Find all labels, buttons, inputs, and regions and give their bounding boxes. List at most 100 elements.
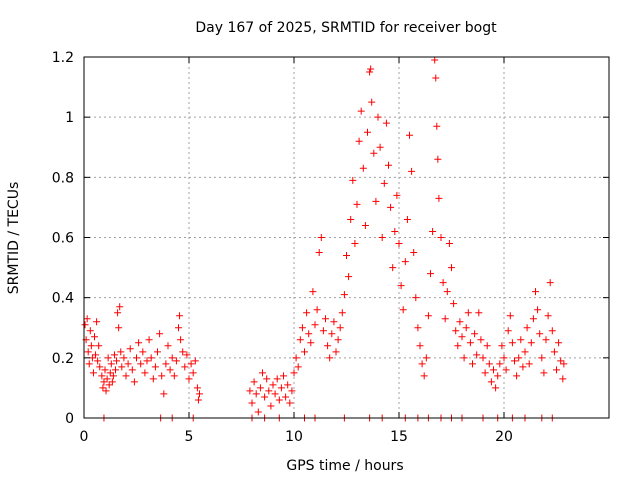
data-point: [469, 360, 476, 368]
data-point: [141, 369, 149, 377]
y-tick-label: 0.4: [52, 291, 74, 307]
data-point: [254, 408, 262, 416]
data-point: [434, 155, 442, 163]
y-tick-label: 1.2: [52, 50, 74, 66]
data-point: [189, 369, 197, 377]
data-point: [385, 161, 392, 169]
data-point: [275, 396, 283, 404]
data-point: [557, 357, 565, 365]
data-point: [560, 360, 568, 368]
data-point: [540, 369, 548, 377]
data-point: [269, 381, 277, 389]
data-point: [330, 318, 338, 326]
data-point: [441, 315, 449, 323]
data-point: [410, 249, 418, 257]
data-point: [95, 342, 103, 350]
data-point: [328, 330, 336, 338]
data-point: [305, 330, 313, 338]
data-point: [185, 375, 193, 383]
data-point: [406, 131, 413, 139]
data-point: [422, 354, 430, 362]
data-point: [433, 122, 441, 130]
data-point: [248, 399, 256, 407]
data-point: [349, 176, 357, 184]
data-point: [294, 363, 302, 371]
data-point: [170, 372, 178, 380]
data-point: [118, 363, 126, 371]
data-point: [382, 119, 390, 127]
data-point: [252, 390, 260, 398]
data-point: [477, 336, 485, 344]
data-point: [113, 357, 121, 365]
data-point: [496, 360, 504, 368]
data-point: [187, 360, 195, 368]
x-tick-label: 5: [185, 429, 194, 445]
data-point: [534, 306, 542, 314]
data-point: [139, 348, 147, 356]
data-point: [303, 309, 311, 317]
data-point: [311, 321, 319, 329]
data-point: [120, 354, 128, 362]
data-point: [502, 366, 510, 374]
data-point: [481, 369, 489, 377]
data-point: [357, 107, 365, 115]
data-point: [307, 339, 315, 347]
data-point: [313, 306, 321, 314]
data-point: [101, 366, 109, 374]
data-point: [345, 273, 353, 281]
data-point: [487, 378, 495, 386]
data-point: [88, 354, 96, 362]
data-point: [109, 372, 117, 380]
data-point: [515, 354, 523, 362]
data-point: [355, 137, 363, 145]
data-point: [263, 375, 271, 383]
data-point: [94, 357, 102, 365]
data-point: [81, 321, 89, 329]
data-point: [439, 279, 447, 287]
data-point: [267, 402, 275, 410]
data-point: [319, 327, 327, 335]
data-point: [106, 369, 114, 377]
data-point: [175, 324, 182, 332]
data-point: [458, 333, 466, 341]
data-point: [315, 249, 323, 257]
data-point: [194, 396, 202, 404]
data-point: [105, 381, 113, 389]
data-point: [160, 390, 168, 398]
data-point: [367, 65, 375, 73]
data-point: [193, 384, 201, 392]
data-point: [555, 339, 563, 347]
data-point: [280, 372, 287, 380]
data-point: [403, 215, 411, 223]
data-point: [387, 203, 395, 211]
data-point: [544, 312, 552, 320]
data-point: [112, 366, 119, 374]
data-point: [284, 381, 292, 389]
data-point: [179, 348, 187, 356]
data-point: [397, 282, 405, 290]
x-axis-label: GPS time / hours: [286, 458, 403, 474]
data-point: [376, 143, 384, 151]
data-point: [416, 342, 424, 350]
data-point: [494, 372, 502, 380]
data-point: [460, 354, 468, 362]
data-point: [500, 354, 508, 362]
data-point: [361, 221, 369, 229]
y-tick-label: 0.8: [52, 170, 74, 186]
data-point: [492, 384, 500, 392]
data-point: [317, 234, 325, 241]
data-point: [353, 200, 361, 208]
data-point: [340, 291, 348, 299]
data-point: [158, 372, 166, 380]
data-point: [87, 342, 95, 350]
y-tick-label: 0.2: [52, 351, 74, 367]
data-point: [450, 300, 458, 308]
data-point: [550, 348, 558, 356]
data-point: [85, 360, 93, 368]
data-point: [525, 360, 533, 368]
data-point: [309, 288, 317, 296]
data-point: [83, 315, 91, 323]
data-point: [116, 303, 124, 311]
data-point: [124, 360, 132, 368]
